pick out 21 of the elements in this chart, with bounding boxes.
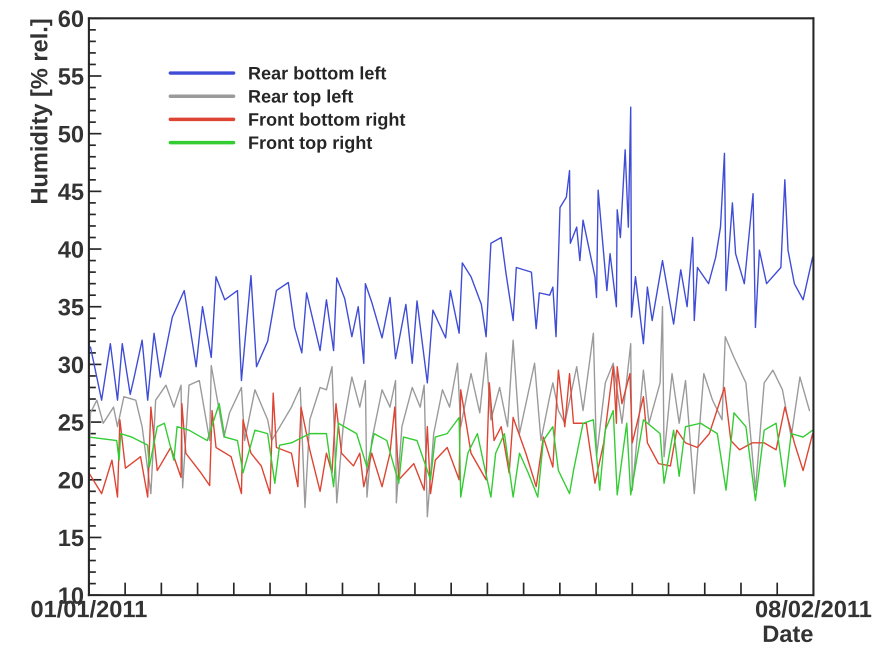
y-tick-label: 15 [59, 530, 84, 546]
line-series [88, 306, 810, 518]
line-series [88, 402, 814, 502]
x-axis-title: Date [764, 626, 813, 642]
y-tick-label: 25 [58, 414, 84, 431]
y-tick-label: 50 [58, 126, 84, 142]
y-tick-label: 55 [58, 68, 84, 85]
y-axis-title: Humidity [% rel.] [30, 20, 52, 204]
y-tick-label: 20 [58, 472, 84, 489]
line-series [90, 106, 814, 401]
y-tick-label: 35 [58, 298, 84, 316]
y-tick-label: 45 [58, 184, 84, 200]
legend-label: Front bottom right [249, 112, 406, 130]
y-tick-label: 60 [58, 10, 84, 28]
y-tick-label: 40 [58, 241, 84, 258]
line-series [88, 366, 814, 498]
x-tick-label: 08/02/2011 [756, 600, 872, 618]
y-tick-label: 30 [58, 356, 84, 374]
legend-label: Rear top left [249, 89, 354, 106]
legend-label: Rear bottom left [249, 66, 386, 80]
legend-label: Front top right [249, 136, 372, 153]
